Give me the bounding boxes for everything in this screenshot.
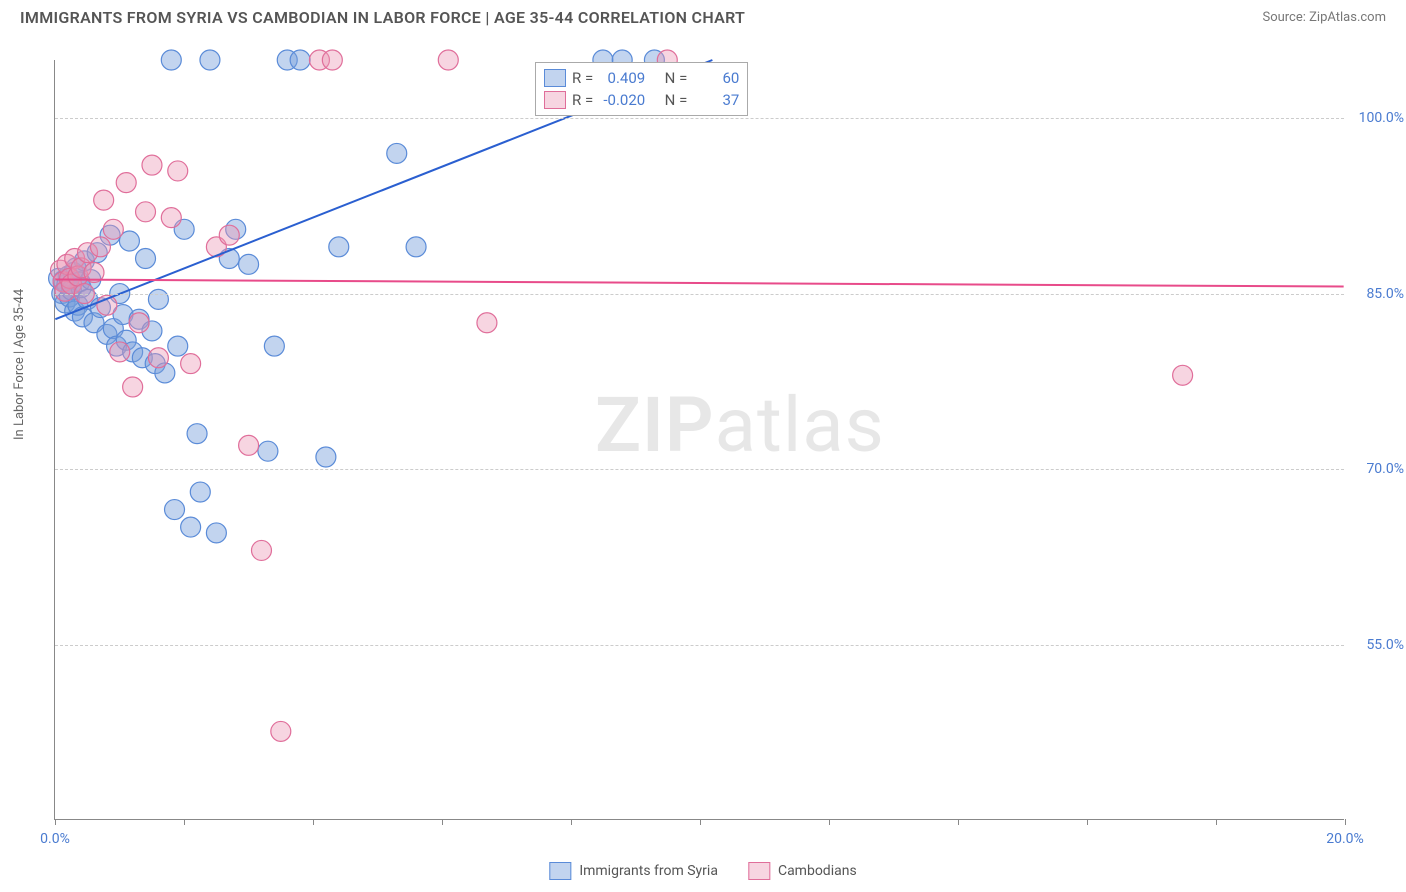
x-tick: [442, 819, 443, 825]
scatter-point-cambodian: [181, 354, 201, 374]
scatter-point-cambodian: [1173, 365, 1193, 385]
scatter-point-syria: [161, 50, 181, 70]
chart-title: IMMIGRANTS FROM SYRIA VS CAMBODIAN IN LA…: [20, 8, 745, 27]
y-tick-label: 85.0%: [1349, 286, 1404, 302]
correlation-legend: R = 0.409 N = 60 R = -0.020 N = 37: [535, 62, 748, 116]
y-tick-label: 100.0%: [1349, 110, 1404, 126]
scatter-point-cambodian: [94, 190, 114, 210]
legend-item-syria: Immigrants from Syria: [549, 862, 718, 880]
x-tick: [571, 819, 572, 825]
y-tick-label: 70.0%: [1349, 461, 1404, 477]
x-tick: [958, 819, 959, 825]
legend-r-label: R =: [572, 69, 593, 87]
scatter-point-syria: [387, 143, 407, 163]
scatter-point-cambodian: [271, 721, 291, 741]
chart-source: Source: ZipAtlas.com: [1262, 10, 1386, 25]
trend-line-cambodian: [55, 280, 1343, 287]
scatter-point-syria: [190, 482, 210, 502]
series-legend: Immigrants from Syria Cambodians: [549, 862, 856, 880]
scatter-point-cambodian: [322, 50, 342, 70]
x-tick: [829, 819, 830, 825]
legend-swatch-syria: [544, 69, 566, 87]
scatter-point-syria: [165, 500, 185, 520]
legend-n-label: N =: [665, 69, 688, 87]
chart-plot-area: ZIPatlas R = 0.409 N = 60 R = -0.020 N =…: [54, 60, 1344, 820]
gridline-h: [55, 645, 1344, 646]
scatter-point-syria: [168, 336, 188, 356]
x-tick: [313, 819, 314, 825]
legend-n-value-syria: 60: [693, 69, 739, 87]
scatter-point-cambodian: [438, 50, 458, 70]
legend-swatch-cambodian: [544, 91, 566, 109]
scatter-point-syria: [316, 447, 336, 467]
scatter-point-syria: [290, 50, 310, 70]
x-tick: [700, 819, 701, 825]
scatter-point-syria: [206, 523, 226, 543]
y-axis-title: In Labor Force | Age 35-44: [12, 289, 27, 440]
scatter-point-cambodian: [110, 342, 130, 362]
scatter-point-cambodian: [142, 155, 162, 175]
scatter-point-cambodian: [168, 161, 188, 181]
x-tick: [1345, 819, 1346, 825]
scatter-point-syria: [200, 50, 220, 70]
legend-r-value-syria: 0.409: [599, 69, 645, 87]
legend-row-cambodian: R = -0.020 N = 37: [544, 89, 739, 111]
gridline-h: [55, 118, 1344, 119]
scatter-point-cambodian: [129, 313, 149, 333]
scatter-point-cambodian: [477, 313, 497, 333]
scatter-point-cambodian: [123, 377, 143, 397]
legend-n-label: N =: [665, 91, 688, 109]
scatter-point-cambodian: [251, 540, 271, 560]
scatter-point-syria: [148, 289, 168, 309]
legend-bottom-swatch-cambodian: [748, 862, 770, 880]
legend-r-label: R =: [572, 91, 593, 109]
scatter-point-syria: [406, 237, 426, 257]
gridline-h: [55, 294, 1344, 295]
legend-bottom-label-cambodian: Cambodians: [778, 863, 857, 879]
scatter-point-cambodian: [239, 435, 259, 455]
y-tick-label: 55.0%: [1349, 637, 1404, 653]
scatter-point-cambodian: [161, 208, 181, 228]
scatter-point-syria: [264, 336, 284, 356]
scatter-point-cambodian: [116, 173, 136, 193]
legend-item-cambodian: Cambodians: [748, 862, 857, 880]
scatter-point-cambodian: [90, 237, 110, 257]
scatter-point-cambodian: [136, 202, 156, 222]
x-tick-label: 20.0%: [1326, 831, 1364, 847]
legend-bottom-swatch-syria: [549, 862, 571, 880]
scatter-point-syria: [329, 237, 349, 257]
x-tick: [184, 819, 185, 825]
scatter-point-syria: [258, 441, 278, 461]
scatter-point-syria: [136, 249, 156, 269]
x-tick-label: 0.0%: [40, 831, 70, 847]
gridline-h: [55, 469, 1344, 470]
scatter-point-syria: [181, 517, 201, 537]
legend-n-value-cambodian: 37: [693, 91, 739, 109]
scatter-point-cambodian: [219, 225, 239, 245]
x-tick: [1216, 819, 1217, 825]
legend-row-syria: R = 0.409 N = 60: [544, 67, 739, 89]
scatter-point-cambodian: [103, 219, 123, 239]
scatter-point-cambodian: [148, 348, 168, 368]
chart-header: IMMIGRANTS FROM SYRIA VS CAMBODIAN IN LA…: [0, 0, 1406, 31]
scatter-point-syria: [187, 424, 207, 444]
legend-bottom-label-syria: Immigrants from Syria: [579, 863, 718, 879]
scatter-point-syria: [239, 254, 259, 274]
scatter-svg: [55, 60, 1344, 819]
legend-r-value-cambodian: -0.020: [599, 91, 645, 109]
x-tick: [55, 819, 56, 825]
x-tick: [1087, 819, 1088, 825]
